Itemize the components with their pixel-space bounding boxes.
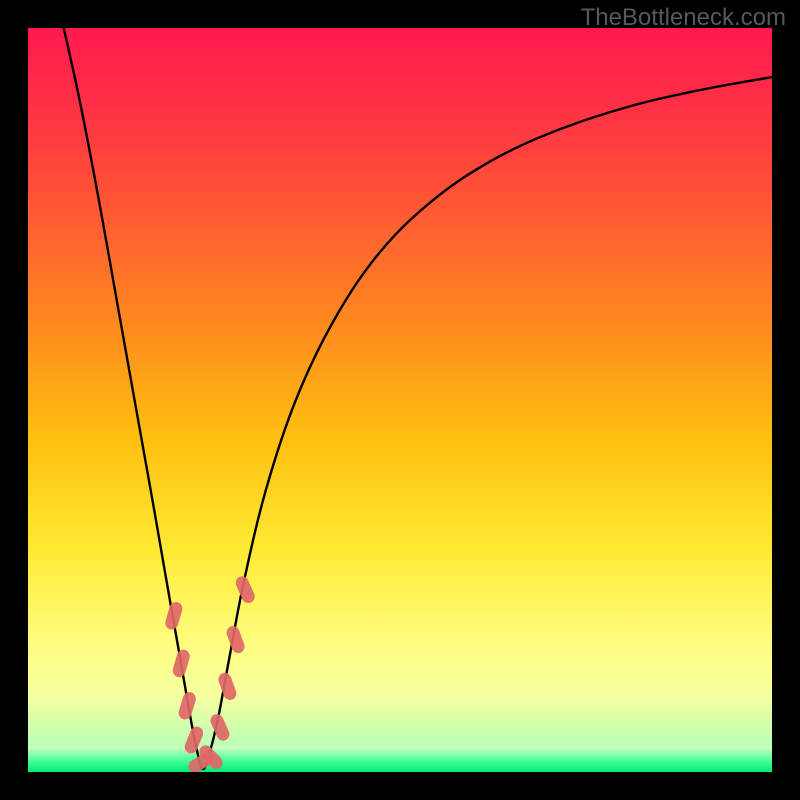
plot-area — [28, 28, 772, 772]
stage: TheBottleneck.com — [0, 0, 800, 800]
bottleneck-curve — [64, 28, 772, 769]
curve-marker — [208, 712, 231, 743]
watermark-text: TheBottleneck.com — [581, 4, 786, 32]
curve-marker — [234, 574, 257, 605]
curve-marker — [216, 671, 238, 702]
curve-marker — [164, 601, 184, 631]
curve-marker — [225, 624, 247, 655]
curve-marker — [171, 648, 191, 678]
curve-marker — [177, 690, 198, 721]
curve-markers — [164, 574, 257, 772]
chart-overlay — [28, 28, 772, 772]
